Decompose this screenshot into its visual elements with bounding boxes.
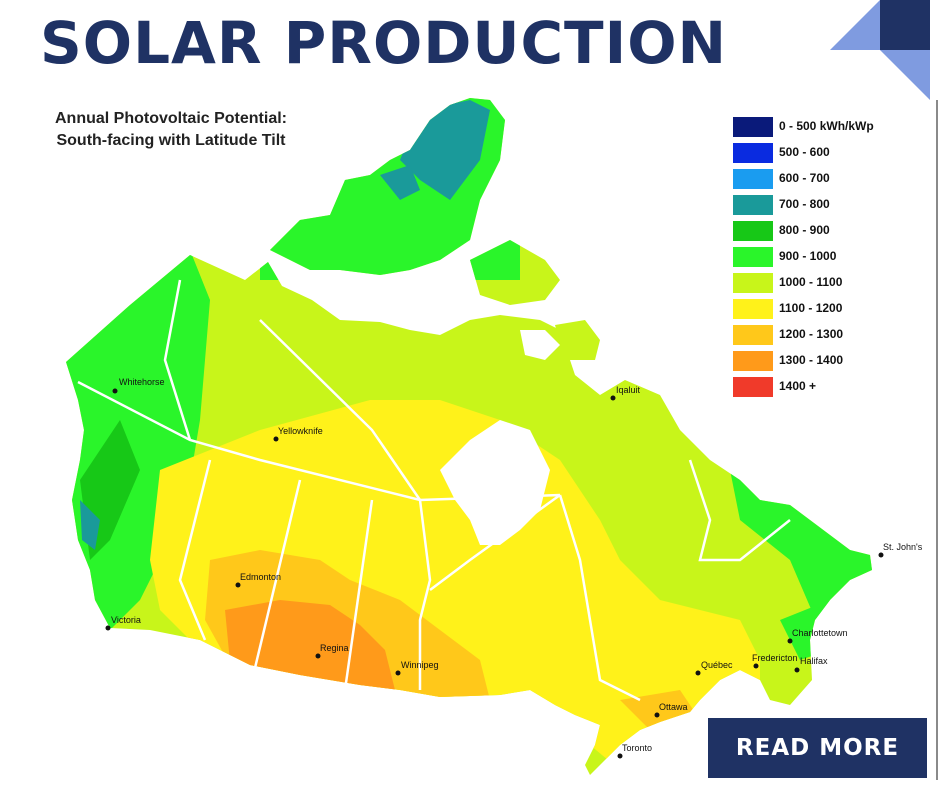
legend-swatch — [733, 377, 773, 397]
legend-item: 700 - 800 — [733, 195, 933, 217]
legend-label: 900 - 1000 — [779, 249, 837, 263]
legend-item: 500 - 600 — [733, 143, 933, 165]
map-title: Annual Photovoltaic Potential: South-fac… — [26, 108, 316, 152]
city-toronto: Toronto — [617, 743, 652, 759]
legend-item: 1300 - 1400 — [733, 351, 933, 373]
svg-text:Iqaluit: Iqaluit — [616, 385, 641, 395]
city-edmonton: Edmonton — [235, 572, 281, 588]
svg-text:Regina: Regina — [320, 643, 349, 653]
city-iqaluit: Iqaluit — [610, 385, 641, 401]
city-fredericton: Fredericton — [752, 653, 798, 669]
page-title: SOLAR PRODUCTION — [40, 9, 728, 77]
legend-label: 1400 + — [779, 379, 817, 393]
legend-swatch — [733, 299, 773, 319]
svg-text:Charlottetown: Charlottetown — [792, 628, 848, 638]
city-ottawa: Ottawa — [654, 702, 688, 718]
city-quebec: Québec — [695, 660, 733, 676]
legend-item: 1400 + — [733, 377, 933, 399]
city-winnipeg: Winnipeg — [395, 660, 439, 676]
legend-item: 1200 - 1300 — [733, 325, 933, 347]
legend-swatch — [733, 325, 773, 345]
hudson-bay — [440, 420, 550, 545]
city-victoria: Victoria — [105, 615, 141, 631]
legend-swatch — [733, 273, 773, 293]
map-title-line-1: Annual Photovoltaic Potential: — [54, 110, 287, 127]
read-more-button[interactable]: READ MORE — [708, 718, 927, 778]
legend-item: 600 - 700 — [733, 169, 933, 191]
legend-swatch — [733, 169, 773, 189]
svg-text:Edmonton: Edmonton — [240, 572, 281, 582]
legend-item: 0 - 500 kWh/kWp — [733, 117, 933, 139]
legend-item: 1100 - 1200 — [733, 299, 933, 321]
legend-label: 500 - 600 — [779, 145, 830, 159]
legend-label: 0 - 500 kWh/kWp — [779, 119, 874, 133]
legend-swatch — [733, 247, 773, 267]
city-yellowknife: Yellowknife — [273, 426, 323, 442]
corner-decoration — [830, 0, 930, 100]
svg-text:Victoria: Victoria — [111, 615, 141, 625]
legend-item: 800 - 900 — [733, 221, 933, 243]
svg-text:Ottawa: Ottawa — [659, 702, 688, 712]
legend-label: 700 - 800 — [779, 197, 830, 211]
legend-item: 1000 - 1100 — [733, 273, 933, 295]
svg-text:Toronto: Toronto — [622, 743, 652, 753]
legend-label: 1200 - 1300 — [779, 327, 844, 341]
provincial-borders — [77, 279, 791, 702]
legend-swatch — [733, 221, 773, 241]
legend-swatch — [733, 195, 773, 215]
city-regina: Regina — [315, 643, 349, 659]
legend-label: 1300 - 1400 — [779, 353, 844, 367]
svg-text:Québec: Québec — [701, 660, 733, 670]
city-markers: Whitehorse Yellowknife Iqaluit Edmonton … — [105, 377, 923, 759]
map-title-line-2: South-facing with Latitude Tilt — [56, 132, 286, 149]
legend-label: 1100 - 1200 — [779, 301, 843, 315]
legend-swatch — [733, 117, 773, 137]
legend-label: 1000 - 1100 — [779, 275, 843, 289]
legend-label: 800 - 900 — [779, 223, 830, 237]
legend-swatch — [733, 143, 773, 163]
legend-label: 600 - 700 — [779, 171, 830, 185]
city-halifax: Halifax — [794, 656, 828, 673]
svg-text:Halifax: Halifax — [800, 656, 828, 666]
svg-text:Winnipeg: Winnipeg — [401, 660, 439, 670]
legend-item: 900 - 1000 — [733, 247, 933, 269]
city-whitehorse: Whitehorse — [112, 377, 165, 394]
svg-text:Fredericton: Fredericton — [752, 653, 798, 663]
city-charlottetown: Charlottetown — [787, 628, 848, 644]
city-st-johns: St. John's — [878, 542, 923, 558]
svg-text:Whitehorse: Whitehorse — [119, 377, 165, 387]
svg-text:Yellowknife: Yellowknife — [278, 426, 323, 436]
edge-divider — [936, 100, 938, 780]
legend-swatch — [733, 351, 773, 371]
svg-text:St. John's: St. John's — [883, 542, 923, 552]
